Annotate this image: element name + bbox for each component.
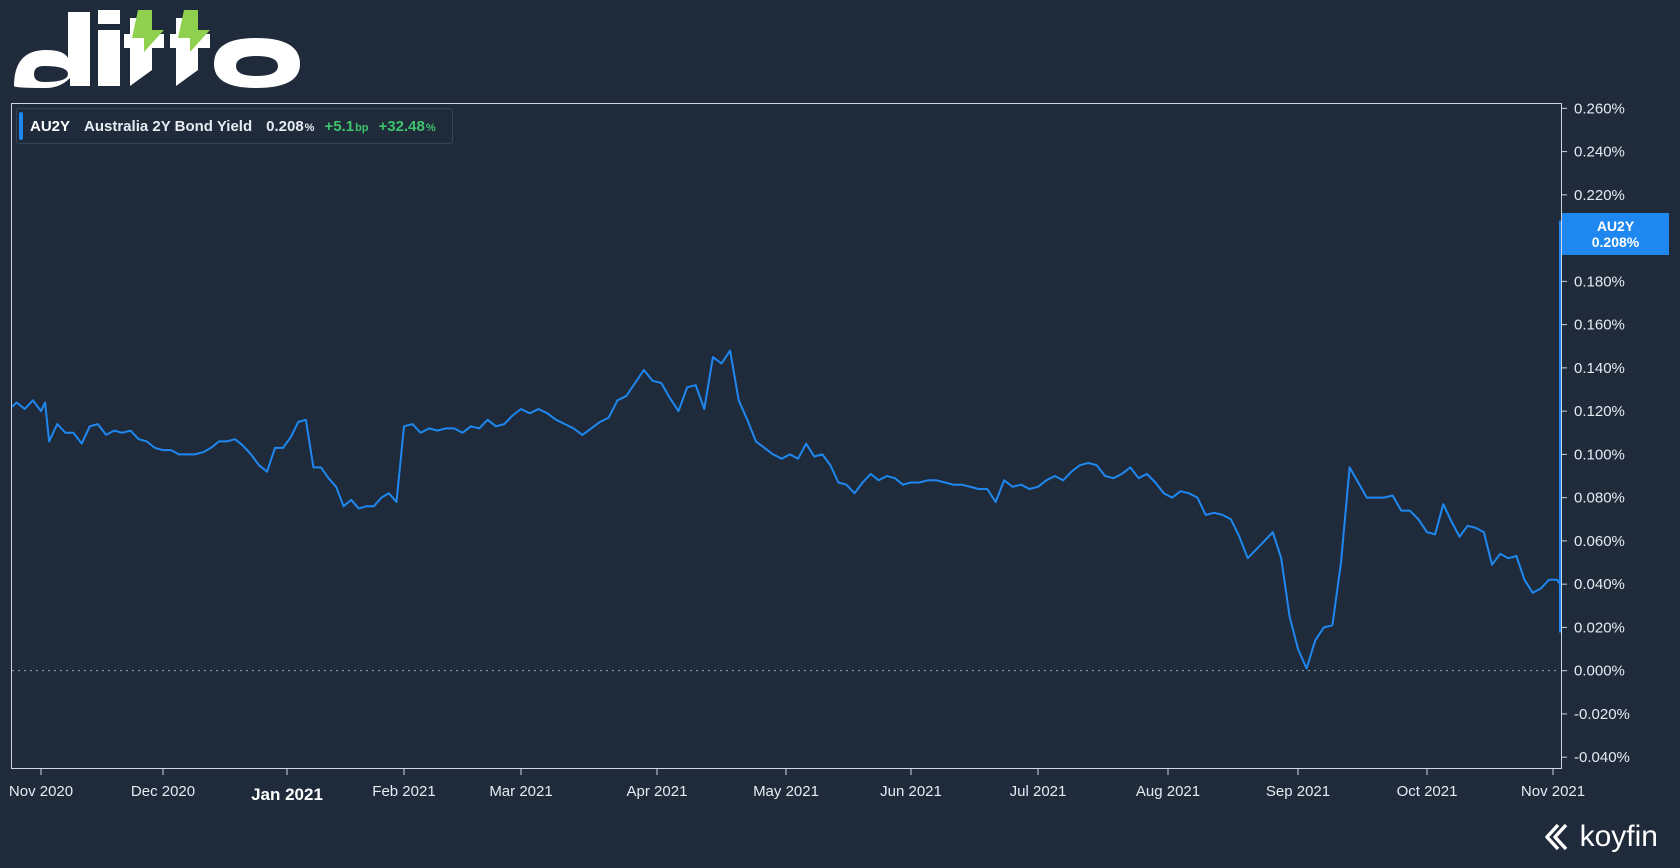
x-tick-label: Nov 2020 [9, 783, 73, 800]
y-tick-label: 0.160% [1574, 317, 1625, 334]
y-tick-label: -0.040% [1574, 749, 1630, 766]
y-tick-label: 0.040% [1574, 576, 1625, 593]
y-tick-label: 0.220% [1574, 187, 1625, 204]
legend-change-pct: +32.48% [378, 117, 436, 135]
x-tick-label: Mar 2021 [489, 783, 552, 800]
x-tick-label: Jan 2021 [251, 785, 323, 804]
y-tick-label: 0.080% [1574, 490, 1625, 507]
x-tick-label: Dec 2020 [131, 783, 195, 800]
legend-ticker: AU2Y [30, 117, 71, 135]
legend[interactable]: AU2Y Australia 2Y Bond Yield 0.208% +5.1… [16, 108, 453, 144]
x-tick-label: Aug 2021 [1136, 783, 1200, 800]
legend-value: 0.208% [266, 117, 315, 135]
x-tick-label: May 2021 [753, 783, 819, 800]
y-tick-label: 0.060% [1574, 533, 1625, 550]
y-tick-label: -0.020% [1574, 706, 1630, 723]
y-tick-label: 0.260% [1574, 100, 1625, 117]
y-tick-label: 0.240% [1574, 144, 1625, 161]
y-tick-label: 0.180% [1574, 273, 1625, 290]
x-tick-label: Sep 2021 [1266, 783, 1330, 800]
y-tick-label: 0.020% [1574, 619, 1625, 636]
plot-area[interactable] [11, 103, 1562, 769]
y-tick-label: 0.000% [1574, 663, 1625, 680]
x-tick-label: Nov 2021 [1521, 783, 1585, 800]
legend-name: Australia 2Y Bond Yield [84, 117, 253, 135]
series-line-au2y [11, 220, 1561, 670]
legend-swatch [19, 112, 23, 140]
koyfin-wordmark: koyfin [1579, 820, 1658, 853]
y-tick-label: 0.100% [1574, 446, 1625, 463]
x-tick-label: Oct 2021 [1397, 783, 1458, 800]
koyfin-icon [1544, 823, 1567, 851]
y-tick-label: 0.140% [1574, 360, 1625, 377]
x-tick-label: Jun 2021 [880, 783, 942, 800]
x-tick-label: Apr 2021 [627, 783, 688, 800]
x-axis: Nov 2020 Dec 2020 Jan 2021 Feb 2021 Mar 2021… [9, 769, 1585, 804]
ditto-logo [14, 10, 300, 88]
x-tick-label: Jul 2021 [1010, 783, 1067, 800]
price-tag-value: 0.208% [1591, 234, 1640, 250]
koyfin-watermark: koyfin [1544, 820, 1658, 854]
y-tick-label: 0.120% [1574, 403, 1625, 420]
last-price-tag: AU2Y 0.208% [1562, 213, 1669, 255]
y-axis: 0.260%0.240%0.220%0.200%0.180%0.160%0.14… [1561, 100, 1630, 766]
price-tag-ticker: AU2Y [1596, 218, 1635, 234]
legend-change-bp: +5.1bp [324, 117, 369, 135]
x-tick-label: Feb 2021 [372, 783, 435, 800]
